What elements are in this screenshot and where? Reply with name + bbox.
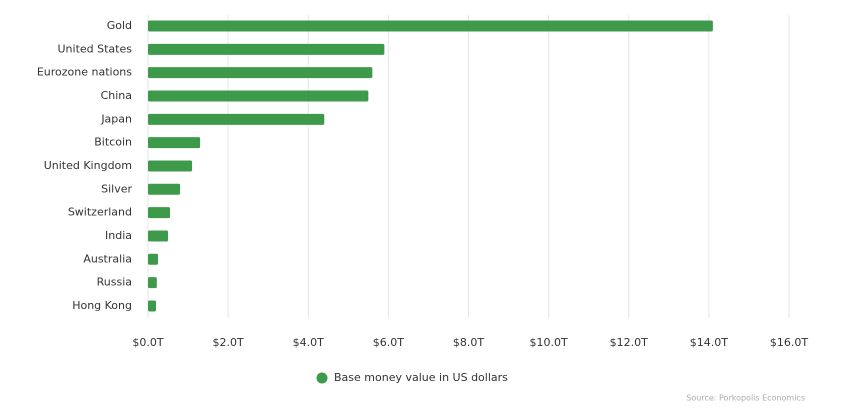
- y-tick-label: Switzerland: [68, 206, 132, 219]
- y-tick-label: China: [101, 89, 132, 102]
- bar: [148, 207, 171, 219]
- bar: [148, 277, 157, 289]
- x-tick-label: $10.0T: [530, 336, 568, 349]
- bar: [148, 20, 713, 32]
- y-tick-label: Russia: [97, 276, 132, 289]
- bar: [148, 43, 385, 55]
- bar: [148, 67, 373, 79]
- legend-marker: [316, 372, 328, 384]
- y-tick-label: India: [105, 229, 132, 242]
- bar: [148, 137, 201, 149]
- x-tick-label: $4.0T: [293, 336, 324, 349]
- bar: [148, 300, 157, 312]
- y-tick-label: Gold: [107, 19, 132, 32]
- x-tick-label: $0.0T: [132, 336, 163, 349]
- y-tick-label: Australia: [83, 252, 132, 265]
- x-tick-label: $14.0T: [690, 336, 728, 349]
- bar: [148, 253, 159, 265]
- y-tick-label: United States: [58, 42, 133, 55]
- bar: [148, 183, 181, 195]
- y-tick-label: Japan: [100, 112, 132, 125]
- x-tick-label: $8.0T: [453, 336, 484, 349]
- bar: [148, 113, 325, 125]
- x-tick-label: $16.0T: [770, 336, 808, 349]
- y-tick-label: United Kingdom: [44, 159, 132, 172]
- x-tick-label: $12.0T: [610, 336, 648, 349]
- x-tick-label: $2.0T: [213, 336, 244, 349]
- bar: [148, 160, 193, 172]
- source: Source: Porkopolis Economics: [686, 394, 805, 403]
- bar: [148, 230, 169, 242]
- x-tick-label: $6.0T: [373, 336, 404, 349]
- legend-label: Base money value in US dollars: [334, 371, 508, 384]
- y-tick-label: Eurozone nations: [37, 66, 132, 79]
- bar: [148, 90, 369, 102]
- y-tick-label: Silver: [101, 182, 132, 195]
- y-tick-label: Bitcoin: [94, 136, 132, 149]
- y-tick-label: Hong Kong: [72, 299, 132, 312]
